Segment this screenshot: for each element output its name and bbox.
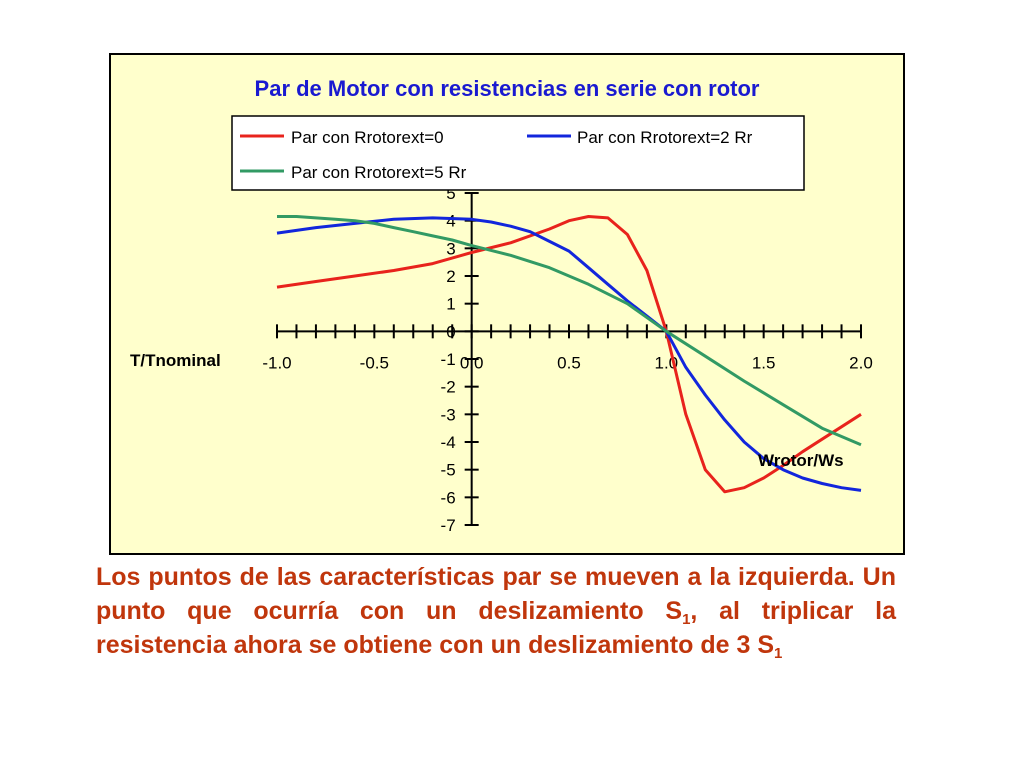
y-axis-label: T/Tnominal [130,351,221,370]
chart: Par de Motor con resistencias en serie c… [109,53,905,555]
x-tick-label: -0.5 [360,353,389,372]
series-line-2 [277,215,862,447]
y-tick-label: 1 [446,295,455,314]
x-tick-label: 0.5 [557,353,581,372]
y-tick-label: -6 [441,488,456,507]
series-lines [276,215,862,494]
caption-text: Los puntos de las características par se… [96,560,896,662]
caption-part-2: , al triplicar la resistencia ahora se o… [96,597,897,659]
y-tick-label: 4 [446,212,455,231]
legend: Par con Rrotorext=0 Par con Rrotorext=2 … [231,115,805,191]
legend-label-rrotorext-2rr: Par con Rrotorext=2 Rr [577,128,753,147]
caption-subscript-2: 1 [774,645,783,662]
legend-box [231,115,805,191]
y-tick-label: -1 [441,350,456,369]
x-tick-label: 2.0 [849,353,873,372]
legend-label-rrotorext-0: Par con Rrotorext=0 [291,128,444,147]
y-tick-label: -2 [441,378,456,397]
chart-title: Par de Motor con resistencias en serie c… [255,76,760,101]
y-tick-label: 0 [446,322,455,341]
legend-label-rrotorext-5rr: Par con Rrotorext=5 Rr [291,163,467,182]
x-tick-label: -1.0 [262,353,291,372]
series-line-0 [276,215,862,494]
caption-subscript-1: 1 [682,611,691,628]
y-tick-label: 5 [446,184,455,203]
y-tick-label: 2 [446,267,455,286]
y-tick-label: 3 [446,239,455,258]
caption-part-1: Los puntos de las características par se… [96,563,896,625]
y-tick-label: -7 [441,516,456,535]
x-axis-label: Wrotor/Ws [758,451,844,470]
y-tick-label: -4 [441,433,456,452]
y-tick-label: -5 [441,461,456,480]
series-line-1 [276,216,862,492]
x-tick-label: 1.5 [752,353,776,372]
y-tick-label: -3 [441,405,456,424]
x-tick-label: 0.0 [460,353,484,372]
